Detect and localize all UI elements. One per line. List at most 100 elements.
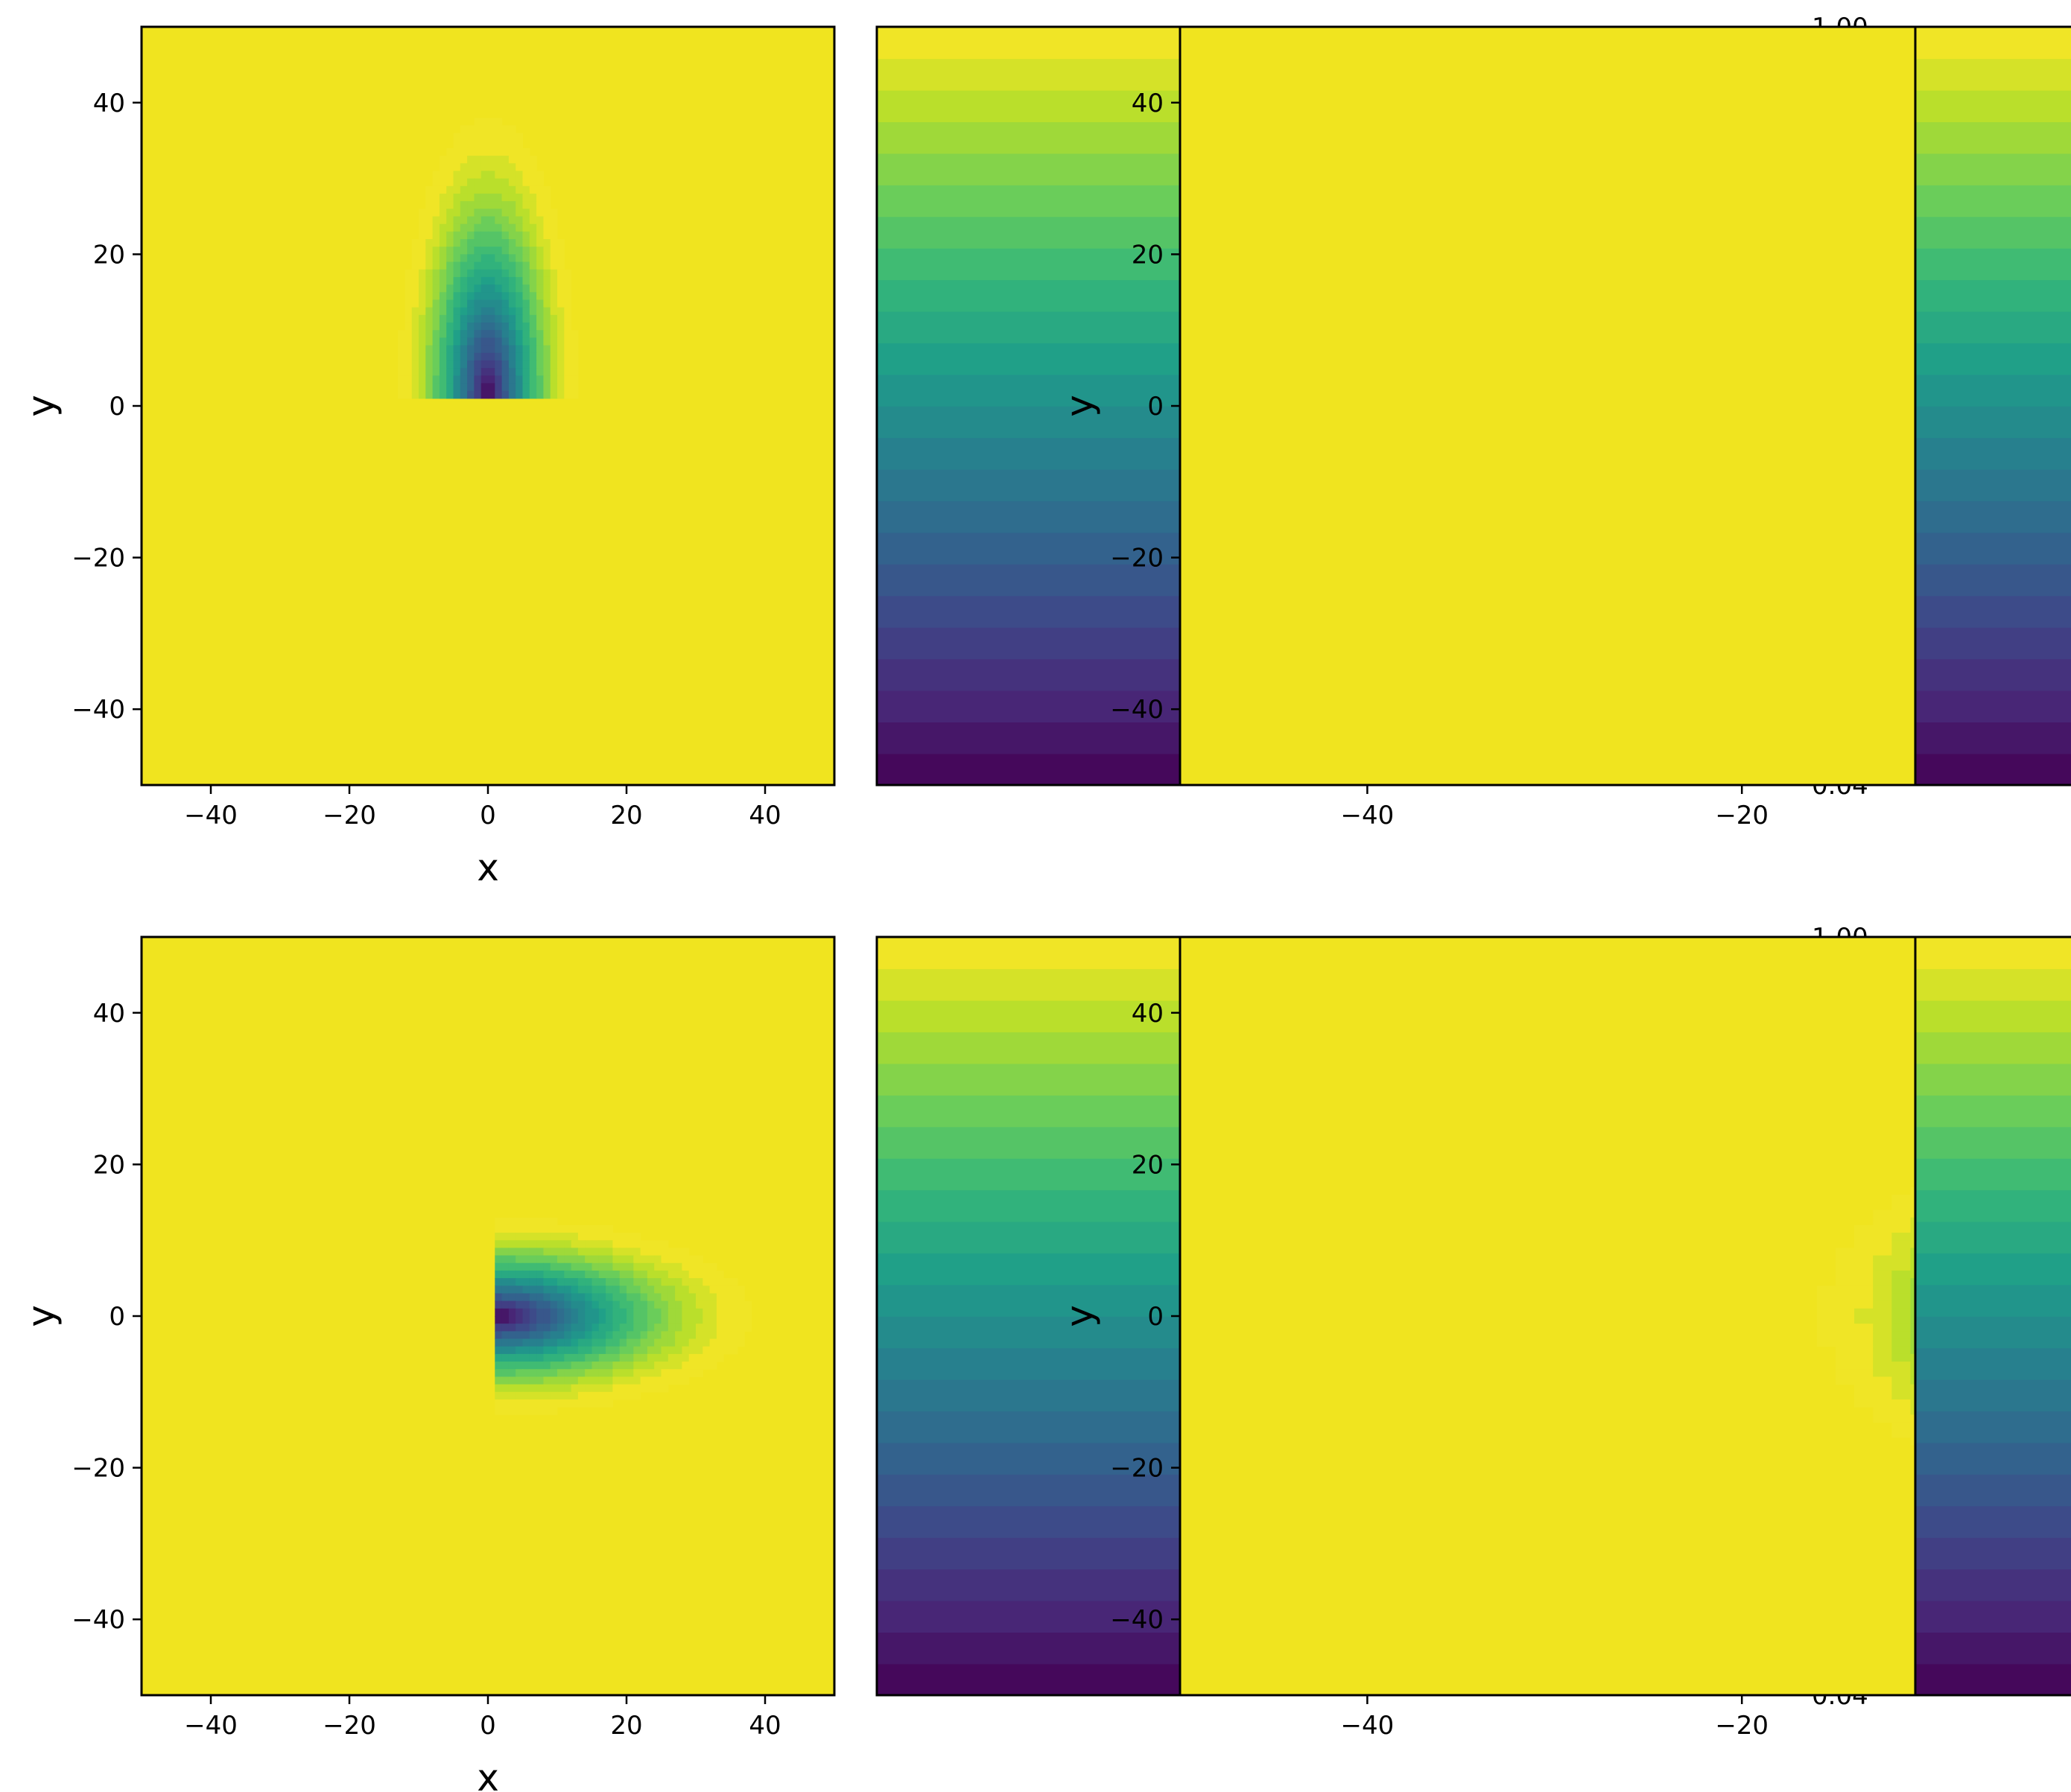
heatmap-cell [481, 178, 489, 187]
heatmap-cell [633, 1369, 641, 1378]
heatmap-cell [481, 299, 489, 308]
heatmap-cell [467, 352, 475, 361]
heatmap-cell [501, 247, 510, 255]
y-tick-label: 40 [1132, 89, 1164, 118]
heatmap-cell [405, 368, 413, 376]
heatmap-cell [481, 163, 489, 172]
heatmap-cell [1854, 1316, 1874, 1324]
heatmap-cell [467, 285, 475, 293]
heatmap-cell [501, 1240, 510, 1248]
heatmap-cell [522, 285, 530, 293]
heatmap-cell [577, 1248, 586, 1256]
heatmap-cell [501, 1376, 510, 1385]
heatmap-cell [508, 285, 516, 293]
heatmap-cell [598, 1240, 606, 1248]
heatmap-cell [647, 1255, 655, 1264]
heatmap-cell [522, 1391, 530, 1400]
heatmap-cell [633, 1300, 641, 1309]
heatmap-cell [508, 231, 516, 240]
heatmap-cell [508, 1346, 516, 1355]
heatmap-cell [1891, 1414, 1912, 1423]
heatmap-cell [508, 261, 516, 270]
heatmap-cell [571, 1353, 579, 1362]
heatmap-cell [495, 1248, 503, 1256]
heatmap-cell [716, 1293, 724, 1302]
heatmap-cell [585, 1376, 593, 1385]
heatmap-cell [446, 171, 454, 179]
heatmap-cell [529, 1391, 537, 1400]
heatmap-cell [571, 352, 579, 361]
heatmap-cell [1854, 1346, 1874, 1355]
heatmap-cell [557, 390, 565, 399]
heatmap-cell [564, 1240, 572, 1248]
heatmap-cell [598, 1278, 606, 1286]
heatmap-cell [536, 1233, 544, 1241]
heatmap-cell [703, 1331, 711, 1340]
heatmap-cell [633, 1362, 641, 1370]
heatmap-cell [550, 1255, 558, 1264]
heatmap-cell [411, 337, 419, 346]
heatmap-cell [543, 1286, 551, 1294]
heatmap-cell [529, 285, 537, 293]
y-tick-label: 0 [1147, 392, 1164, 422]
heatmap-cell [488, 261, 495, 270]
heatmap-cell [557, 247, 565, 255]
heatmap-cell [543, 368, 551, 376]
heatmap-cell [571, 1346, 579, 1355]
heatmap-cell [529, 276, 537, 285]
heatmap-cell [522, 201, 530, 209]
heatmap-cell [627, 1376, 634, 1385]
heatmap-cell [516, 254, 524, 263]
heatmap-cell [557, 1270, 565, 1279]
heatmap-cell [460, 171, 468, 179]
heatmap-cell [557, 276, 565, 285]
heatmap-cell [432, 254, 440, 263]
heatmap-cell [627, 1240, 634, 1248]
heatmap-cell [481, 193, 489, 202]
heatmap-cell [536, 1376, 544, 1385]
heatmap-cell [501, 1391, 510, 1400]
heatmap-cell [550, 261, 558, 270]
heatmap-cell [675, 1353, 682, 1362]
heatmap-cells [495, 1217, 752, 1415]
heatmap-cell [536, 314, 544, 323]
heatmap-cell [425, 209, 434, 217]
heatmap-cell [446, 247, 454, 255]
heatmap-cell [585, 1255, 593, 1264]
heatmap-cell [633, 1286, 641, 1294]
heatmap-cell [1835, 1338, 1855, 1347]
heatmap-cell [627, 1338, 634, 1347]
heatmap-cell [536, 1399, 544, 1408]
heatmap-cell [744, 1324, 752, 1332]
heatmap-cell [529, 1338, 537, 1347]
heatmap-cell [619, 1286, 627, 1294]
heatmap-cell [737, 1286, 745, 1294]
heatmap-cell [529, 368, 537, 376]
heatmap-cell [432, 178, 440, 187]
heatmap-cell [557, 1338, 565, 1347]
heatmap-cell [619, 1324, 627, 1332]
heatmap-cell [501, 185, 510, 194]
heatmap-cell [405, 383, 413, 392]
heatmap-cell [522, 1353, 530, 1362]
heatmap-cell [439, 185, 447, 194]
heatmap-cell [495, 1224, 503, 1233]
heatmap-cell [744, 1300, 752, 1309]
heatmap-cell [425, 269, 434, 278]
heatmap-cell [460, 375, 468, 384]
heatmap-cell [508, 185, 516, 194]
heatmap-cell [564, 276, 572, 285]
heatmap-cell [536, 1384, 544, 1393]
heatmap-cell [501, 323, 510, 331]
heatmap-cell [495, 156, 503, 164]
heatmap-cell [675, 1278, 682, 1286]
heatmap-cell [598, 1399, 606, 1408]
heatmap-cell [516, 1407, 524, 1415]
heatmap-cell [654, 1262, 662, 1271]
heatmap-cell [592, 1346, 600, 1355]
x-tick-label: 0 [480, 1711, 496, 1741]
heatmap-cell [1873, 1262, 1892, 1271]
x-tick-label: −40 [1341, 1711, 1395, 1741]
heatmap-cell [529, 254, 537, 263]
heatmap-cell [647, 1316, 655, 1324]
